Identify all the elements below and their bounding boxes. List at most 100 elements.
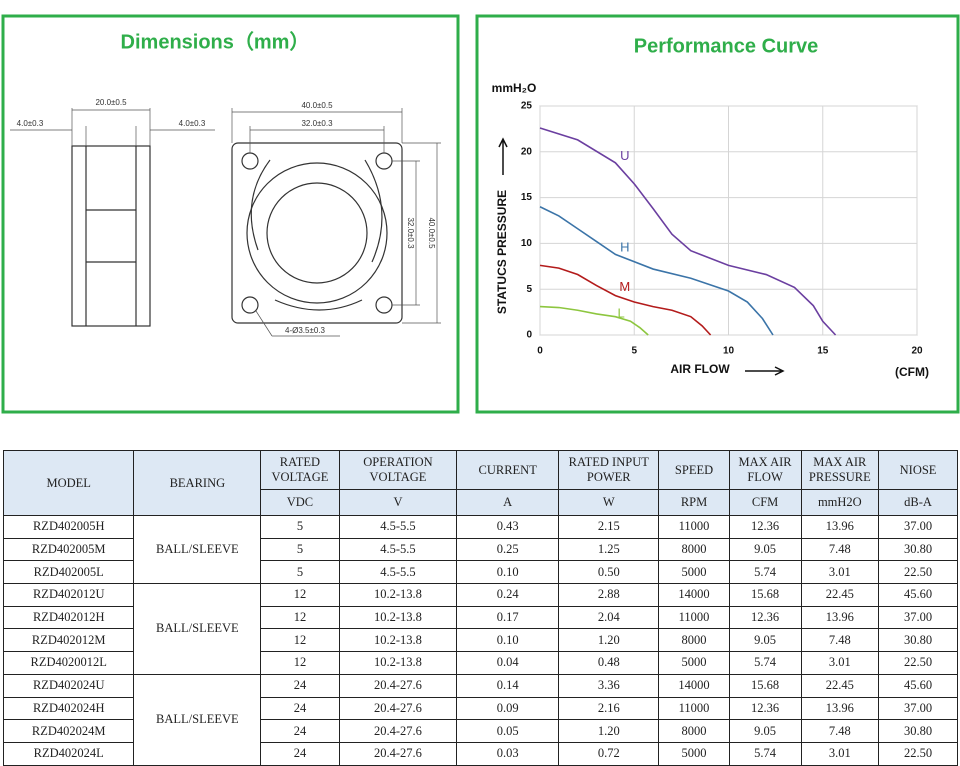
x-tick-label: 20: [911, 346, 923, 357]
plot: 0 5 10 15 20 25 0 5 10 15 20 U H ML: [521, 101, 923, 357]
unit-cell: RPM: [658, 489, 730, 516]
table-cell: 0.72: [558, 741, 660, 766]
dim-label: 32.0±0.3: [301, 119, 333, 128]
x-unit: (CFM): [895, 365, 929, 379]
table-cell: 0.05: [456, 719, 560, 743]
table-cell: 10.2-13.8: [338, 583, 458, 607]
table-cell: 13.96: [800, 515, 880, 539]
table-cell: 24: [260, 719, 340, 743]
table-cell: RZD402024M: [2, 719, 135, 743]
table-cell: 30.80: [878, 719, 958, 743]
table-cell: 4.5-5.5: [338, 515, 458, 539]
table-cell: 5000: [658, 560, 730, 585]
table-cell: 22.50: [878, 560, 958, 585]
table-cell: RZD402005M: [2, 537, 135, 562]
series-label: U: [620, 148, 629, 163]
curve: [539, 127, 837, 336]
table-cell: 0.10: [456, 628, 560, 653]
table-cell: 2.04: [558, 605, 660, 630]
dim-label: 40.0±0.5: [427, 217, 436, 249]
table-cell: 37.00: [878, 605, 958, 630]
table-cell: 1.20: [558, 719, 660, 743]
table-cell: 8000: [658, 537, 730, 562]
y-unit: mmH₂O: [492, 81, 537, 95]
table-row: RZD402012U BALL/SLEEVE 12 10.2-13.8 0.24 2.88…: [2, 583, 958, 675]
bearing-cell: BALL/SLEEVE: [133, 514, 262, 585]
table-row: MODEL BEARING RATED VOLTAGE OPERATION VOLTA…: [2, 450, 958, 516]
header-cell: BEARING: [133, 450, 262, 516]
table-cell: RZD402005H: [2, 515, 135, 539]
unit-cell: mmH2O: [800, 489, 880, 516]
x-arrow: [745, 366, 785, 376]
y-tick-label: 15: [521, 192, 533, 203]
table-cell: 7.48: [800, 537, 880, 562]
header-cell: RATED INPUT POWER: [558, 450, 660, 490]
bearing-cell: BALL/SLEEVE: [133, 583, 262, 675]
table-cell: 0.04: [456, 651, 560, 675]
table-cell: 13.96: [800, 605, 880, 630]
table-cell: 22.45: [800, 673, 880, 698]
dim-label: 4.0±0.3: [179, 119, 206, 128]
table-cell: 12: [260, 583, 340, 607]
table-cell: 12: [260, 605, 340, 630]
header-cell: MAX AIR PRESSURE: [800, 450, 880, 490]
x-tick-label: 5: [631, 346, 637, 357]
table-cell: 11000: [658, 696, 730, 721]
table-cell: 20.4-27.6: [338, 719, 458, 743]
table-cell: 1.20: [558, 628, 660, 653]
table-cell: 0.10: [456, 560, 560, 585]
table-cell: 7.48: [800, 628, 880, 653]
table-row: RZD402005M 5 4.5-5.5 0.25 1.25 8000 9.05 7.48 30…: [2, 537, 958, 562]
table-row: RZD402012H 12 10.2-13.8 0.17 2.04 11000 12.36 1…: [2, 605, 958, 630]
y-tick-label: 20: [521, 146, 533, 157]
table-cell: 20.4-27.6: [338, 741, 458, 766]
table-cell: 3.36: [558, 673, 660, 698]
curve: [539, 305, 649, 336]
table-cell: 0.50: [558, 560, 660, 585]
y-tick-label: 25: [521, 101, 533, 112]
table-cell: 3.01: [800, 651, 880, 675]
unit-cell: dB-A: [878, 489, 958, 516]
header-cell: MAX AIR FLOW: [728, 450, 802, 490]
header-cell: RATED VOLTAGE: [260, 450, 340, 490]
table-cell: 10.2-13.8: [338, 651, 458, 675]
series-label: H: [620, 239, 629, 254]
table-cell: 24: [260, 673, 340, 698]
table-cell: 8000: [658, 719, 730, 743]
table-cell: 0.09: [456, 696, 560, 721]
table-cell: 0.17: [456, 605, 560, 630]
dim-label: 4.0±0.3: [17, 119, 44, 128]
header-cell: SPEED: [658, 450, 730, 490]
series-label: L: [617, 305, 624, 320]
table-cell: 11000: [658, 515, 730, 539]
table-cell: 3.01: [800, 741, 880, 766]
table-cell: RZD402012M: [2, 628, 135, 653]
table-cell: RZD402005L: [2, 560, 135, 585]
header-cell: NIOSE: [878, 450, 958, 490]
table-cell: 12.36: [728, 515, 802, 539]
side-view: [10, 108, 215, 327]
table-cell: RZD402024L: [2, 741, 135, 766]
table-cell: 2.16: [558, 696, 660, 721]
header-cell: OPERATION VOLTAGE: [338, 450, 458, 490]
series-label: M: [619, 279, 630, 294]
unit-cell: W: [558, 489, 660, 516]
table-cell: RZD402024H: [2, 696, 135, 721]
table-cell: 10.2-13.8: [338, 605, 458, 630]
y-tick-label: 10: [521, 238, 533, 249]
table-cell: 0.43: [456, 515, 560, 539]
table-row: RZD402024L 24 20.4-27.6 0.03 0.72 5000 5.74 3.0…: [2, 741, 958, 766]
dim-label: 4-Ø3.5±0.3: [285, 326, 326, 335]
unit-cell: A: [456, 489, 560, 516]
unit-cell: CFM: [728, 489, 802, 516]
table-cell: 37.00: [878, 515, 958, 539]
table-cell: 3.01: [800, 560, 880, 585]
table-cell: 8000: [658, 628, 730, 653]
top-panels: Dimensions（mm） 20.0±0.5 4.0±0.3 4.0±0.3 …: [1, 14, 960, 414]
table-cell: 0.48: [558, 651, 660, 675]
table-cell: 0.25: [456, 537, 560, 562]
table-cell: 15.68: [728, 583, 802, 607]
table-cell: 7.48: [800, 719, 880, 743]
table-cell: 30.80: [878, 537, 958, 562]
table-cell: 9.05: [728, 537, 802, 562]
